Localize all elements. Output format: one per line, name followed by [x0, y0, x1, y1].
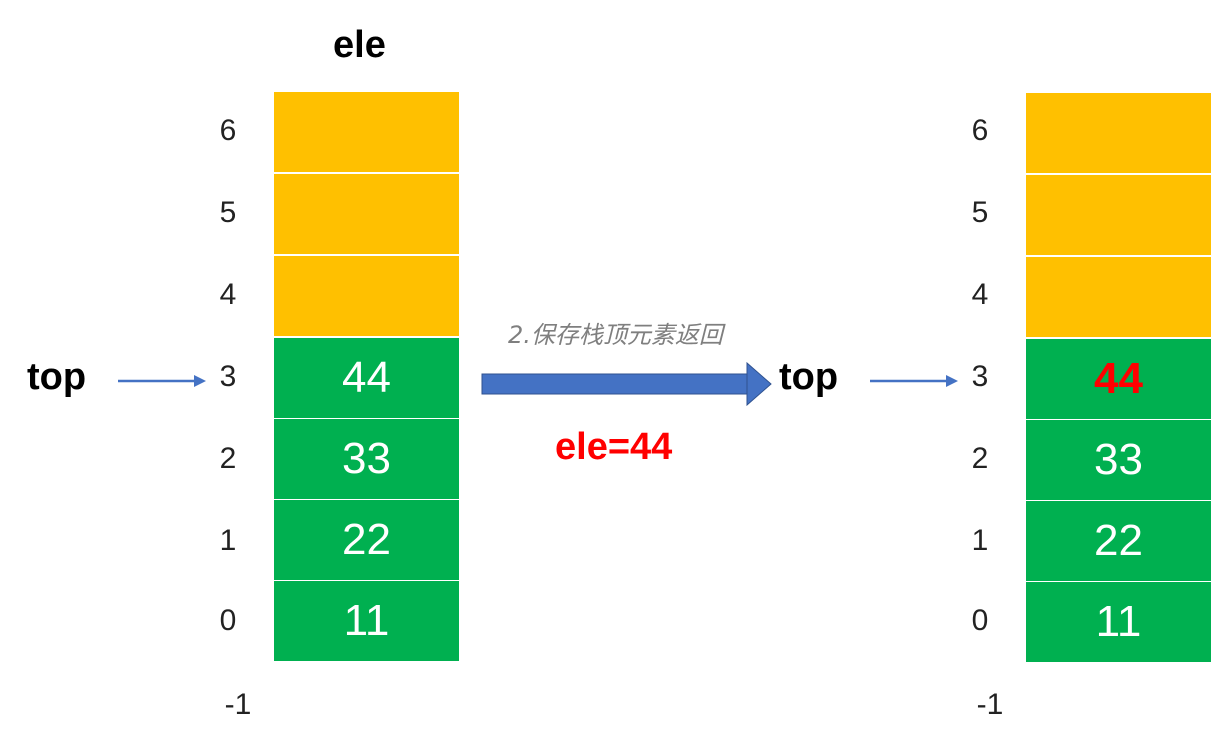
cell-value: 33 — [342, 434, 391, 483]
index-label: 2 — [971, 442, 989, 475]
index-label: 1 — [219, 524, 237, 557]
stack-cell-2: 33 — [274, 419, 459, 499]
stack-cell-1: 22 — [274, 500, 459, 580]
stack-cell-4 — [274, 256, 459, 336]
stack-cell-2: 33 — [1026, 420, 1211, 500]
index-label: -1 — [976, 688, 1004, 721]
index-label: 3 — [219, 360, 237, 393]
index-label: 1 — [971, 524, 989, 557]
stack-right: 44 33 22 11 — [1026, 93, 1211, 663]
cell-value: 33 — [1094, 435, 1143, 484]
index-label: 4 — [971, 278, 989, 311]
stack-cell-5 — [1026, 175, 1211, 255]
top-label-right: top — [779, 356, 839, 398]
cell-value: 11 — [343, 596, 390, 645]
stack-cell-0: 11 — [274, 581, 459, 661]
index-label: 2 — [219, 442, 237, 475]
step-caption: 2.保存栈顶元素返回 — [508, 321, 723, 349]
index-label: 4 — [219, 278, 237, 311]
stack-cell-6 — [1026, 93, 1211, 173]
stack-cell-6 — [274, 92, 459, 172]
index-label: 5 — [971, 196, 989, 229]
arrow-right-icon — [118, 375, 206, 387]
index-label: -1 — [224, 688, 252, 721]
stack-cell-4 — [1026, 257, 1211, 337]
cell-value: 22 — [342, 515, 391, 564]
result-label: ele=44 — [555, 426, 673, 468]
index-label: 0 — [971, 604, 989, 637]
stack-cell-3: 44 — [1026, 339, 1211, 419]
index-label: 0 — [219, 604, 237, 637]
cell-value: 44 — [342, 353, 391, 402]
arrow-right-icon — [870, 375, 958, 387]
cell-value: 22 — [1094, 516, 1143, 565]
stack-cell-3: 44 — [274, 338, 459, 418]
index-label: 5 — [219, 196, 237, 229]
cell-value: 11 — [1095, 597, 1142, 646]
stack-cell-0: 11 — [1026, 582, 1211, 662]
stack-cell-1: 22 — [1026, 501, 1211, 581]
index-label: 3 — [971, 360, 989, 393]
index-label: 6 — [219, 114, 237, 147]
index-label: 6 — [971, 114, 989, 147]
big-arrow-right-icon — [481, 362, 772, 406]
stack-left: 44 33 22 11 — [274, 92, 459, 662]
cell-value-highlighted: 44 — [1094, 354, 1143, 403]
ele-title: ele — [333, 24, 386, 66]
top-label-left: top — [27, 356, 87, 398]
stack-cell-5 — [274, 174, 459, 254]
